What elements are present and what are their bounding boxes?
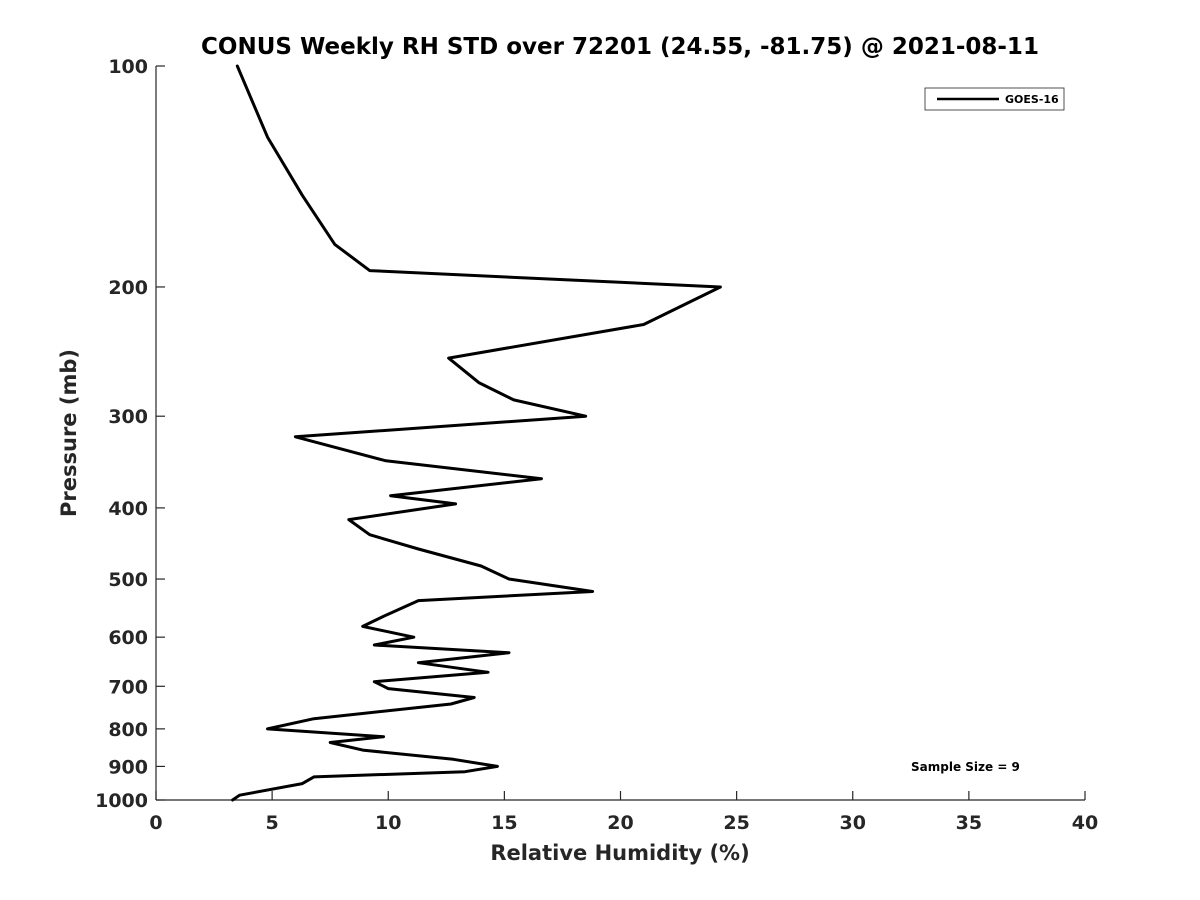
x-axis-label: Relative Humidity (%) bbox=[490, 841, 749, 865]
y-tick-label: 200 bbox=[108, 277, 148, 299]
x-tick-label: 0 bbox=[149, 812, 162, 834]
y-tick-label: 300 bbox=[108, 406, 148, 428]
legend: GOES-16 bbox=[924, 87, 1065, 111]
y-ticks: 100 200 300 400 500 600 700 800 900 1000 bbox=[95, 56, 165, 812]
x-tick-label: 10 bbox=[375, 812, 401, 834]
x-tick-label: 25 bbox=[723, 812, 749, 834]
y-tick-label: 1000 bbox=[95, 790, 148, 812]
x-tick-label: 20 bbox=[607, 812, 633, 834]
series-layer bbox=[231, 64, 722, 802]
y-tick-label: 700 bbox=[108, 676, 148, 698]
x-tick-label: 40 bbox=[1072, 812, 1098, 834]
y-axis-label: Pressure (mb) bbox=[57, 349, 81, 517]
y-tick-label: 900 bbox=[108, 756, 148, 778]
chart-title: CONUS Weekly RH STD over 72201 (24.55, -… bbox=[201, 34, 1039, 60]
y-tick-label: 500 bbox=[108, 569, 148, 591]
x-ticks: 0 5 10 15 20 25 30 35 40 bbox=[149, 791, 1098, 834]
x-tick-label: 35 bbox=[956, 812, 982, 834]
x-tick-label: 30 bbox=[840, 812, 866, 834]
y-tick-label: 600 bbox=[108, 627, 148, 649]
series-line-goes-16 bbox=[231, 64, 722, 802]
legend-label-goes-16: GOES-16 bbox=[1005, 93, 1059, 106]
y-tick-label: 100 bbox=[108, 56, 148, 78]
y-tick-label: 800 bbox=[108, 719, 148, 741]
sample-size-annotation: Sample Size = 9 bbox=[911, 760, 1020, 774]
y-tick-label: 400 bbox=[108, 498, 148, 520]
x-tick-label: 15 bbox=[491, 812, 517, 834]
x-tick-label: 5 bbox=[266, 812, 279, 834]
